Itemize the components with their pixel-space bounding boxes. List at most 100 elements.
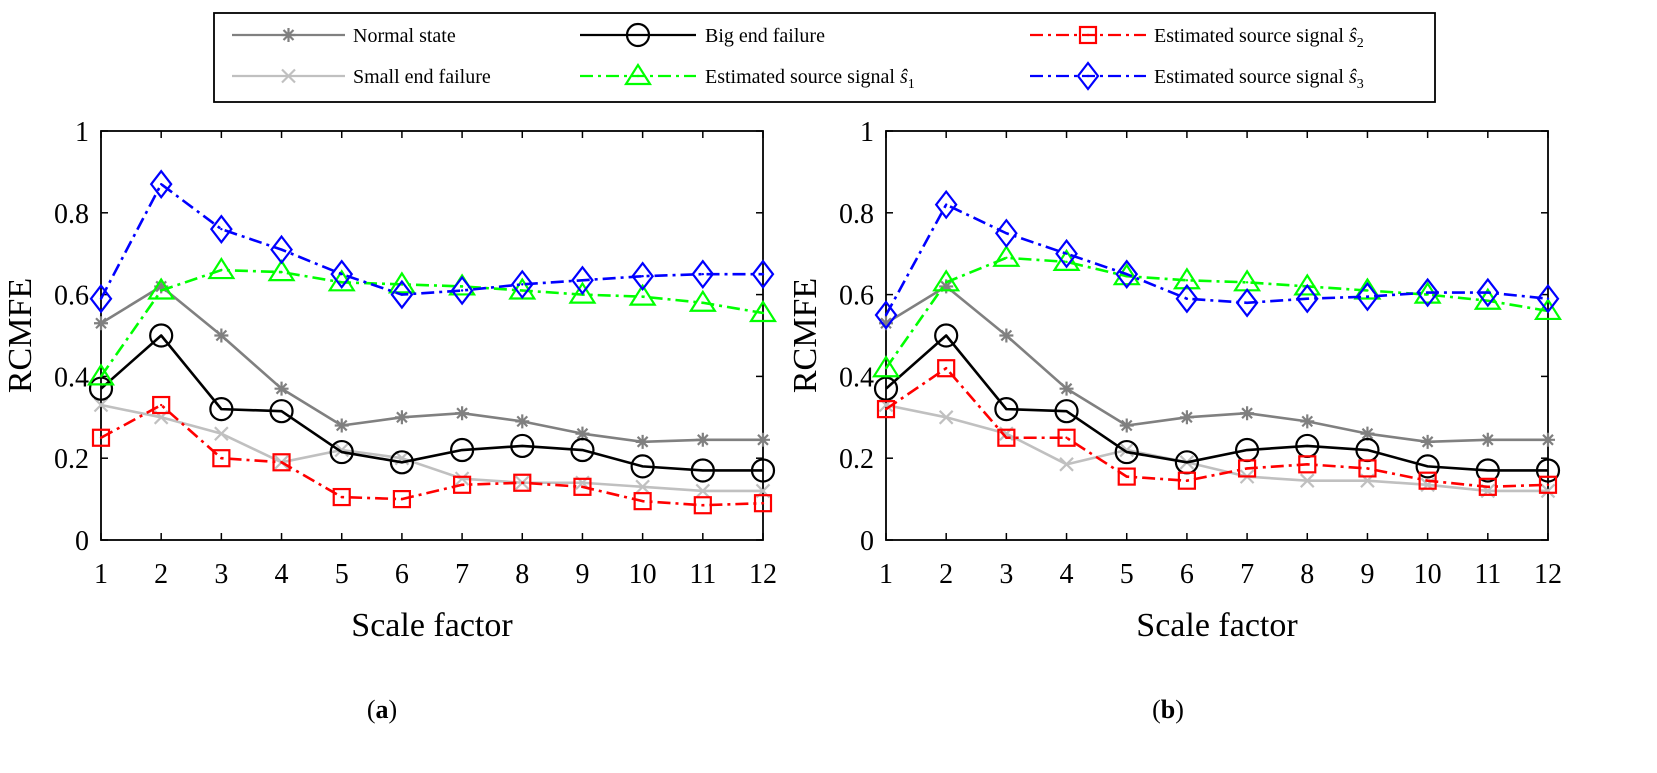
data-point-s3 bbox=[571, 265, 594, 296]
marker-s3-dot bbox=[521, 283, 524, 286]
marker-s3 bbox=[1055, 238, 1078, 269]
series-big bbox=[873, 323, 1561, 483]
panel-label: (b) bbox=[1152, 695, 1184, 724]
marker-normal bbox=[94, 316, 108, 331]
data-point-big bbox=[149, 323, 174, 348]
data-point-normal bbox=[515, 414, 530, 429]
data-point-s1 bbox=[267, 259, 296, 282]
marker-s1-dot bbox=[99, 375, 103, 378]
marker-big bbox=[630, 454, 655, 479]
data-point-s3 bbox=[934, 189, 958, 220]
data-point-s3 bbox=[691, 259, 715, 289]
marker-big bbox=[690, 458, 715, 483]
marker-s2 bbox=[1237, 459, 1257, 478]
y-tick-label: 0.4 bbox=[839, 362, 874, 393]
x-tick-label: 7 bbox=[1240, 559, 1254, 590]
marker-s3 bbox=[1416, 277, 1440, 308]
marker-s3 bbox=[1235, 287, 1259, 318]
data-point-s3 bbox=[1476, 277, 1500, 308]
data-point-s1 bbox=[688, 289, 717, 312]
data-point-normal bbox=[1179, 410, 1194, 425]
legend-label-text: Estimated source signal bbox=[705, 66, 895, 88]
marker-big bbox=[1054, 399, 1079, 424]
marker-s1-dot bbox=[944, 281, 948, 284]
marker-small bbox=[635, 479, 650, 495]
marker-s1 bbox=[387, 271, 416, 294]
marker-small bbox=[695, 483, 711, 499]
marker-small bbox=[1299, 473, 1315, 488]
marker-s2 bbox=[392, 490, 412, 509]
data-point-big bbox=[1114, 439, 1139, 465]
marker-s2-dot bbox=[1005, 436, 1008, 439]
marker-big bbox=[449, 437, 475, 463]
data-point-s3 bbox=[390, 279, 414, 310]
legend-item-s1: Estimated source signal ŝ1 bbox=[580, 62, 915, 92]
data-point-s1 bbox=[1353, 277, 1382, 300]
data-point-s3 bbox=[1055, 238, 1078, 269]
data-point-s3 bbox=[330, 259, 354, 289]
x-tick-label: 4 bbox=[1060, 559, 1074, 590]
x-tick-label: 9 bbox=[575, 559, 589, 590]
marker-normal bbox=[879, 316, 893, 331]
marker-s2 bbox=[1538, 475, 1558, 494]
marker-s2-dot bbox=[460, 483, 464, 486]
data-point-normal bbox=[635, 434, 650, 449]
marker-s3-dot bbox=[1005, 232, 1008, 235]
marker-normal bbox=[334, 418, 349, 433]
marker-s1-dot bbox=[521, 289, 524, 292]
x-tick-label: 6 bbox=[1180, 559, 1194, 590]
x-tick-label: 7 bbox=[455, 559, 469, 590]
data-point-normal bbox=[214, 328, 229, 343]
x-tick-label: 1 bbox=[879, 559, 893, 590]
plot-area bbox=[100, 130, 764, 541]
x-tick-label: 11 bbox=[689, 559, 716, 590]
legend-subscript: 1 bbox=[908, 77, 915, 92]
legend-item-s3: Estimated source signal ŝ3 bbox=[1030, 61, 1364, 92]
series-line-s2 bbox=[100, 403, 764, 507]
legend-marker-s2 bbox=[1078, 25, 1098, 45]
data-point-s3 bbox=[149, 169, 173, 199]
marker-big bbox=[1415, 454, 1440, 479]
data-point-small bbox=[1299, 473, 1315, 488]
x-tick-label: 12 bbox=[1534, 559, 1562, 590]
marker-normal bbox=[1541, 432, 1555, 447]
marker-big bbox=[570, 437, 595, 463]
series-s2 bbox=[876, 359, 1558, 496]
data-point-s2 bbox=[212, 449, 231, 468]
data-point-s3 bbox=[270, 234, 293, 265]
marker-s1-dot bbox=[641, 295, 644, 298]
series-line-small bbox=[100, 403, 763, 493]
marker-small bbox=[938, 410, 954, 425]
data-point-s2 bbox=[937, 359, 956, 378]
data-point-s3 bbox=[1115, 259, 1139, 289]
data-point-normal bbox=[394, 410, 409, 425]
marker-s1 bbox=[628, 283, 657, 306]
marker-normal bbox=[575, 426, 590, 441]
legend: Normal state Small end failure Big end fai… bbox=[213, 12, 1436, 103]
data-point-s1 bbox=[749, 299, 777, 323]
marker-s3-dot bbox=[1245, 301, 1249, 304]
legend-label-small: Small end failure bbox=[353, 66, 491, 88]
legend-symbol-s-hat: ŝ bbox=[1344, 25, 1357, 47]
data-point-s3 bbox=[209, 214, 233, 244]
series-line-s3 bbox=[99, 182, 763, 300]
series-s3 bbox=[874, 189, 1560, 330]
marker-s3-dot bbox=[1185, 297, 1189, 300]
marker-normal bbox=[1240, 406, 1255, 421]
x-tick-label: 2 bbox=[154, 559, 168, 590]
data-point-s2 bbox=[1057, 428, 1076, 447]
marker-s3 bbox=[209, 214, 233, 244]
marker-s2-dot bbox=[944, 367, 948, 370]
marker-s1-dot bbox=[1245, 281, 1249, 284]
marker-big bbox=[209, 397, 234, 422]
series-small bbox=[878, 397, 1556, 499]
legend-marker-s1-dot bbox=[636, 74, 640, 78]
marker-s2-dot bbox=[1245, 467, 1249, 470]
data-point-s3 bbox=[874, 300, 898, 330]
marker-big bbox=[510, 433, 535, 459]
data-point-s3 bbox=[1175, 283, 1199, 314]
legend-subscript: 3 bbox=[1357, 77, 1364, 92]
marker-s1 bbox=[688, 289, 717, 312]
legend-marker-small bbox=[281, 68, 296, 84]
data-point-s1 bbox=[147, 277, 176, 300]
